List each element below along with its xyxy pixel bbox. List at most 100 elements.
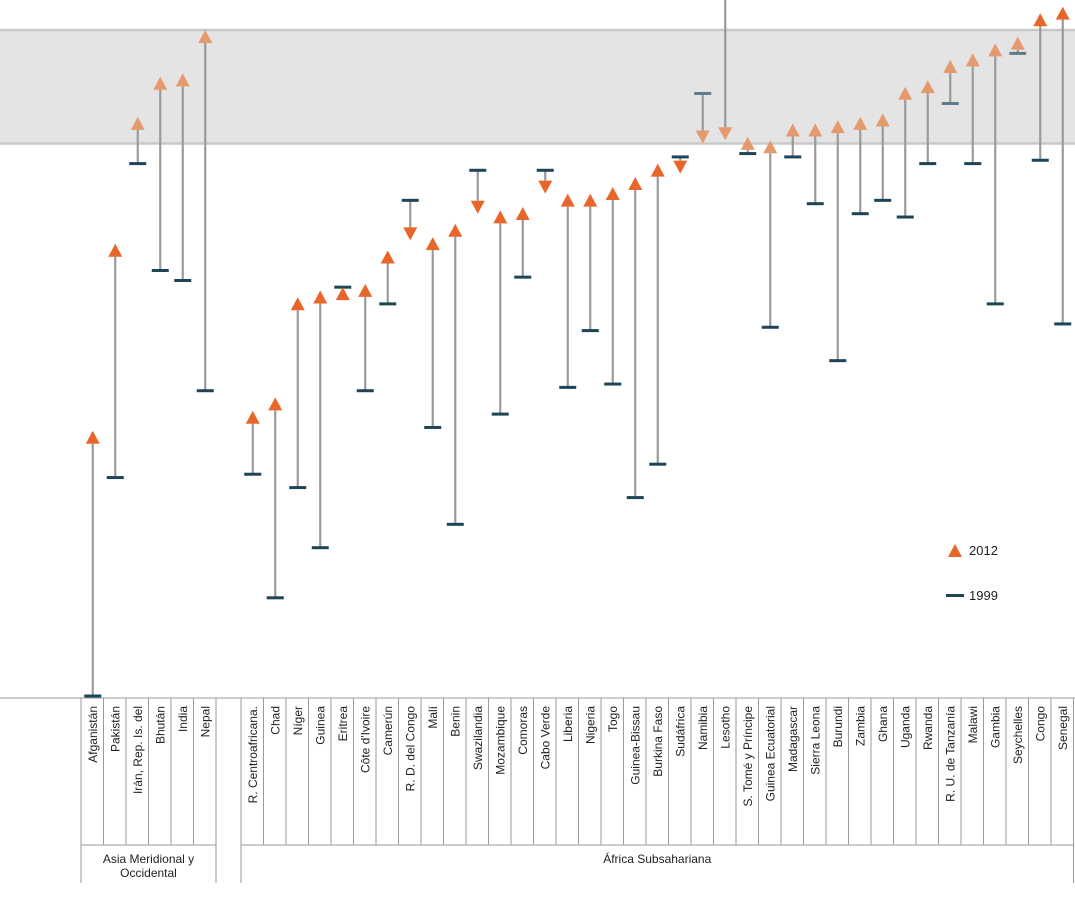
marker-1999-sierra-leona — [806, 202, 824, 206]
marker-2012-mozambique — [493, 210, 508, 224]
tick-label-nigeria: Nigeria — [583, 706, 597, 744]
marker-2012-sierra-leona — [808, 123, 823, 137]
tick-label-gambia: Gambia — [988, 706, 1002, 748]
marker-2012-mali — [425, 237, 440, 251]
tick-label-cabo-verde: Cabo Verde — [538, 706, 552, 770]
tick-label-guinea: Guinea — [313, 706, 327, 745]
marker-2012-india — [175, 73, 190, 87]
marker-2012-madagascar — [785, 123, 800, 137]
marker-2012-niger — [290, 297, 305, 311]
marker-2012-camerun — [380, 250, 395, 264]
range-lines — [91, 0, 1064, 696]
tick-label-pakistan: Pakistán — [108, 706, 122, 752]
marker-2012-burundi — [830, 120, 845, 134]
marker-1999-cote-d-ivoire — [356, 389, 374, 393]
marker-1999-mali — [424, 425, 442, 429]
group-label-africa-subsahariana-0: África Subsahariana — [603, 851, 711, 866]
marker-1999-r-u-de-tanzania — [941, 101, 959, 105]
tick-label-r-d-del-congo: R. D. del Congo — [403, 706, 417, 792]
tick-label-niger: Níger — [291, 706, 305, 735]
marker-1999-malawi — [964, 162, 982, 166]
marker-2012-guinea-bissau — [628, 176, 643, 190]
marker-2012-nigeria — [583, 193, 598, 207]
marker-1999-senegal — [1054, 322, 1072, 326]
tick-label-uganda: Uganda — [898, 706, 912, 748]
tick-label-lesotho: Lesotho — [718, 706, 732, 749]
marker-2012-r-u-de-tanzania — [943, 60, 958, 74]
category-axis: Afganistán Pakistán Irán, Rep. Is. del Bhut… — [80, 698, 1074, 883]
marker-2012-congo — [1033, 13, 1048, 27]
tick-label-senegal: Senegal — [1056, 706, 1070, 750]
tick-label-zambia: Zambia — [853, 706, 867, 746]
marker-2012-eritrea — [335, 287, 350, 301]
marker-1999-mozambique — [491, 412, 509, 416]
tick-label-rwanda: Rwanda — [921, 706, 935, 750]
marker-1999-zambia — [851, 212, 869, 216]
marker-1999-camerun — [379, 302, 397, 306]
tick-label-afganistan: Afganistán — [86, 706, 100, 763]
tick-label-sierra-leona: Sierra Leona — [808, 706, 822, 775]
marker-1999-benin — [446, 522, 464, 526]
tick-label-burkina-faso: Burkina Faso — [651, 706, 665, 777]
tick-label-r-u-de-tanzania: R. U. de Tanzanía — [943, 706, 957, 802]
tick-label-mozambique: Mozambique — [493, 706, 507, 775]
marker-1999-sudafrica — [671, 155, 689, 159]
tick-label-seychelles: Seychelles — [1011, 706, 1025, 764]
tick-label-iran-rep-is-del: Irán, Rep. Is. del — [131, 706, 145, 794]
tick-label-togo: Togo — [606, 706, 620, 732]
marker-1999-namibia — [694, 91, 712, 95]
tick-label-s-tome-y-principe: S. Tomé y Príncipe — [741, 706, 755, 807]
benchmark-band — [0, 30, 1075, 144]
legend-1999-label: 1999 — [969, 588, 998, 603]
data-markers — [84, 6, 1072, 698]
legend-2012-marker — [948, 544, 962, 557]
marker-1999-madagascar — [784, 155, 802, 159]
marker-2012-liberia — [560, 193, 575, 207]
marker-1999-liberia — [559, 385, 577, 389]
marker-1999-chad — [266, 596, 284, 600]
marker-1999-comoras — [514, 275, 532, 279]
tick-label-sudafrica: Sudáfrica — [673, 706, 687, 757]
marker-1999-guinea-ecuatorial — [761, 325, 779, 329]
marker-2012-comoras — [515, 207, 530, 221]
marker-2012-afganistan — [85, 430, 100, 444]
tick-label-congo: Congo — [1033, 706, 1047, 742]
marker-2012-ghana — [875, 113, 890, 127]
marker-1999-swazilandia — [469, 168, 487, 172]
marker-1999-burkina-faso — [649, 462, 667, 466]
marker-2012-cote-d-ivoire — [358, 283, 373, 297]
tick-label-india: India — [176, 706, 190, 732]
marker-2012-zambia — [853, 116, 868, 130]
tick-label-camerun: Camerún — [381, 706, 395, 755]
group-label-asia-meridional-y-occidental-0: Asia Meridional y — [103, 852, 194, 866]
marker-1999-rwanda — [919, 162, 937, 166]
marker-2012-malawi — [965, 53, 980, 67]
marker-2012-cabo-verde — [538, 180, 553, 194]
marker-1999-bhutan — [151, 268, 169, 272]
marker-1999-pakistan — [106, 476, 124, 480]
marker-1999-ghana — [874, 198, 892, 202]
tick-label-bhutan: Bhután — [153, 706, 167, 744]
marker-1999-nepal — [196, 389, 214, 393]
marker-2012-pakistan — [108, 243, 123, 257]
marker-2012-seychelles — [1010, 36, 1025, 50]
tick-label-guinea-ecuatorial: Guinea Ecuatorial — [763, 706, 777, 801]
tick-label-swazilandia: Swazilandia — [471, 706, 485, 770]
marker-2012-s-tome-y-principe — [740, 136, 755, 150]
marker-1999-r-centroafricana — [244, 472, 262, 476]
marker-1999-r-d-del-congo — [401, 198, 419, 202]
marker-2012-gambia — [988, 43, 1003, 57]
tick-label-guinea-bissau: Guinea-Bissau — [628, 706, 642, 785]
marker-2012-benin — [448, 223, 463, 237]
marker-2012-uganda — [898, 86, 913, 100]
tick-label-ghana: Ghana — [876, 706, 890, 742]
marker-2012-sudafrica — [673, 160, 688, 174]
tick-label-madagascar: Madagascar — [786, 706, 800, 772]
tick-label-burundi: Burundi — [831, 706, 845, 747]
legend-2012-label: 2012 — [969, 543, 998, 558]
tick-label-liberia: Liberia — [561, 706, 575, 742]
marker-2012-nepal — [198, 30, 213, 43]
marker-1999-nigeria — [581, 329, 599, 333]
marker-2012-bhutan — [153, 76, 168, 90]
